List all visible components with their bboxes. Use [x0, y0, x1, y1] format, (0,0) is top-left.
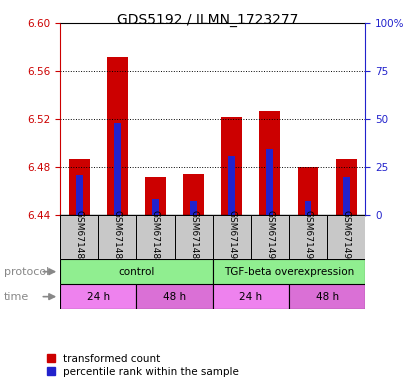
Bar — [107, 56, 128, 215]
Text: 24 h: 24 h — [87, 291, 110, 302]
Bar — [266, 149, 273, 215]
Bar — [212, 284, 289, 309]
Bar — [251, 215, 289, 259]
Bar — [221, 117, 242, 215]
Bar — [259, 111, 281, 215]
Text: time: time — [4, 291, 29, 302]
Bar — [98, 215, 137, 259]
Bar — [76, 175, 83, 215]
Bar — [305, 201, 311, 215]
Bar — [152, 199, 159, 215]
Text: GSM671495: GSM671495 — [265, 210, 274, 265]
Text: GDS5192 / ILMN_1723277: GDS5192 / ILMN_1723277 — [117, 13, 298, 27]
Bar — [114, 122, 121, 215]
Bar — [175, 215, 213, 259]
Bar — [60, 259, 212, 284]
Bar — [183, 174, 204, 215]
Text: GSM671497: GSM671497 — [342, 210, 351, 265]
Text: 48 h: 48 h — [163, 291, 186, 302]
Text: control: control — [118, 266, 155, 277]
Text: 24 h: 24 h — [239, 291, 262, 302]
Bar — [212, 215, 251, 259]
Bar — [137, 284, 212, 309]
Bar — [190, 201, 197, 215]
Text: GSM671494: GSM671494 — [227, 210, 236, 265]
Text: GSM671487: GSM671487 — [113, 210, 122, 265]
Text: GSM671496: GSM671496 — [303, 210, 312, 265]
Text: GSM671488: GSM671488 — [151, 210, 160, 265]
Bar — [137, 215, 175, 259]
Bar — [69, 159, 90, 215]
Bar — [145, 177, 166, 215]
Bar — [60, 284, 137, 309]
Bar — [343, 177, 349, 215]
Bar — [228, 156, 235, 215]
Bar — [327, 215, 365, 259]
Bar — [298, 167, 318, 215]
Text: protocol: protocol — [4, 266, 49, 277]
Bar — [212, 259, 365, 284]
Legend: transformed count, percentile rank within the sample: transformed count, percentile rank withi… — [47, 354, 239, 377]
Text: TGF-beta overexpression: TGF-beta overexpression — [224, 266, 354, 277]
Text: GSM671489: GSM671489 — [189, 210, 198, 265]
Text: GSM671486: GSM671486 — [75, 210, 84, 265]
Text: 48 h: 48 h — [315, 291, 339, 302]
Bar — [289, 284, 365, 309]
Bar — [336, 159, 356, 215]
Bar — [289, 215, 327, 259]
Bar — [60, 215, 98, 259]
